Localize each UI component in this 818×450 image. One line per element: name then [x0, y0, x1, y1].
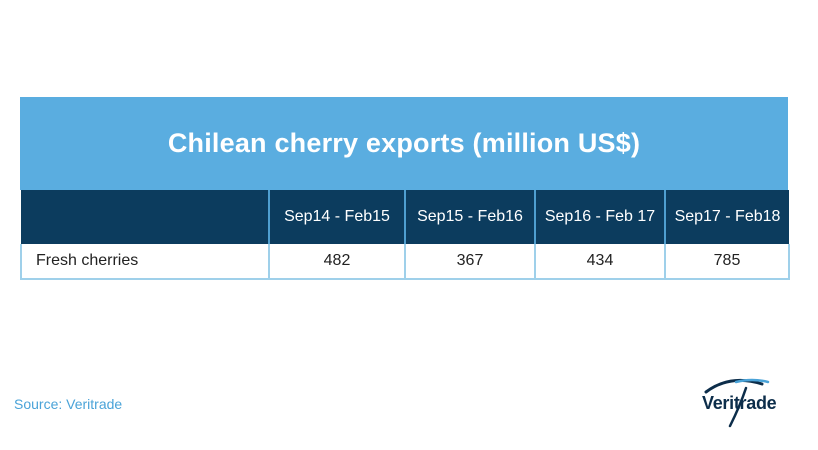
data-table: Sep14 - Feb15 Sep15 - Feb16 Sep16 - Feb …: [20, 190, 790, 280]
value-cell: 482: [268, 244, 405, 280]
header-cell-period: Sep16 - Feb 17: [535, 190, 666, 244]
logo-wordmark: Veritrade: [702, 393, 777, 413]
table-row: Fresh cherries 482 367 434 785: [20, 244, 790, 280]
header-cell-empty: [21, 190, 270, 244]
value-cell: 367: [404, 244, 535, 280]
table-title: Chilean cherry exports (million US$): [20, 97, 788, 190]
header-row: Sep14 - Feb15 Sep15 - Feb16 Sep16 - Feb …: [21, 190, 789, 244]
row-label: Fresh cherries: [20, 244, 269, 280]
value-cell: 785: [664, 244, 790, 280]
value-cell: 434: [534, 244, 665, 280]
header-cell-period: Sep15 - Feb16: [405, 190, 536, 244]
exports-table: Chilean cherry exports (million US$) Sep…: [20, 97, 790, 280]
logo-swoosh-icon: [704, 378, 770, 428]
source-note: Source: Veritrade: [14, 396, 123, 412]
header-cell-period: Sep14 - Feb15: [269, 190, 406, 244]
header-cell-period: Sep17 - Feb18: [665, 190, 789, 244]
veritrade-logo: Veritrade: [700, 376, 790, 432]
